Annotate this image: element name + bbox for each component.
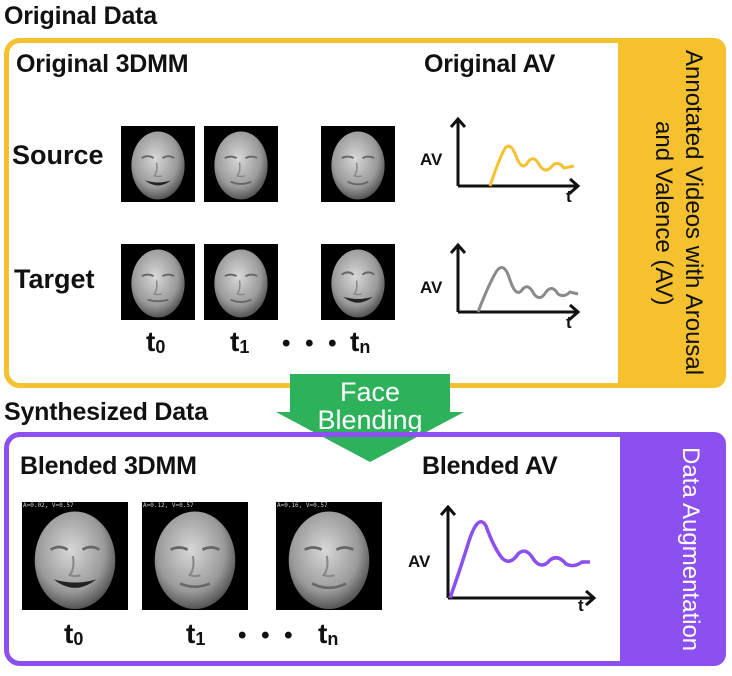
synthesized-side-label: Data Augmentation — [677, 446, 704, 652]
synth-ellipsis: • • • — [238, 622, 297, 649]
face-render-icon — [331, 249, 385, 318]
arrow-down-icon — [276, 374, 464, 462]
face-render-icon — [131, 131, 185, 200]
face-render-icon — [154, 511, 236, 609]
face-blending-arrow — [276, 374, 464, 462]
source-face-t0 — [121, 126, 195, 202]
blended-face-tn-overlay: A=0.16, V=0.57 — [277, 502, 328, 509]
face-blending-line1: Face — [339, 377, 401, 407]
synth-tick-t1: t1 — [186, 618, 206, 649]
source-av-ylabel: AV — [420, 150, 443, 169]
source-face-tn — [321, 126, 395, 202]
blended-face-t1: A=0.12, V=0.57 — [142, 502, 248, 610]
synth-tick-tn: tn — [318, 618, 339, 649]
source-av-plot — [449, 116, 581, 195]
source-av-xlabel: t — [566, 187, 572, 206]
blended-av-curve — [448, 520, 590, 599]
target-av-curve — [476, 266, 579, 313]
y-axis — [449, 242, 467, 312]
blended-av-plot — [439, 504, 597, 607]
face-render-icon — [34, 511, 116, 609]
original-side-label: Annotated Videos with Arousal and Valenc… — [650, 50, 707, 376]
original-data-title: Original Data — [4, 2, 157, 30]
blended-3dmm-header: Blended 3DMM — [20, 452, 197, 480]
target-face-tn — [321, 244, 395, 320]
face-blending-line2: Blending — [317, 405, 423, 435]
original-side-panel: Annotated Videos with Arousal and Valenc… — [618, 38, 726, 388]
x-axis — [458, 303, 581, 321]
blended-av-header: Blended AV — [422, 452, 558, 480]
y-axis — [449, 116, 467, 186]
face-render-icon — [214, 131, 268, 200]
blended-face-t1-overlay: A=0.12, V=0.57 — [143, 502, 194, 509]
original-tick-t1: t1 — [230, 326, 250, 357]
face-render-icon — [331, 131, 385, 200]
target-row-label: Target — [14, 264, 95, 294]
blended-face-tn: A=0.16, V=0.57 — [276, 502, 382, 610]
target-av-plot — [449, 242, 581, 321]
target-av-xlabel: t — [566, 313, 572, 332]
blended-face-t0: A=0.02, V=0.57 — [22, 502, 128, 610]
target-face-t1 — [204, 244, 278, 320]
face-blending-label: Face Blending — [272, 378, 468, 434]
synth-tick-t0: t0 — [64, 618, 84, 649]
original-av-header: Original AV — [424, 50, 556, 78]
x-axis — [458, 177, 581, 195]
target-av-ylabel: AV — [420, 278, 443, 297]
face-render-icon — [288, 511, 370, 609]
face-render-icon — [214, 249, 268, 318]
original-3dmm-header: Original 3DMM — [16, 50, 189, 78]
original-tick-t0: t0 — [146, 326, 166, 357]
source-face-t1 — [204, 126, 278, 202]
synthesized-side-panel: Data Augmentation — [620, 432, 726, 666]
y-axis — [439, 504, 457, 598]
source-av-curve — [488, 144, 575, 187]
target-face-t0 — [121, 244, 195, 320]
blended-face-t0-overlay: A=0.02, V=0.57 — [23, 502, 74, 509]
x-axis — [448, 589, 597, 607]
synthesized-data-title: Synthesized Data — [4, 398, 208, 426]
source-row-label: Source — [12, 140, 104, 170]
face-render-icon — [131, 249, 185, 318]
blended-av-ylabel: AV — [408, 552, 431, 571]
original-tick-tn: tn — [350, 326, 371, 357]
blended-av-xlabel: t — [578, 596, 584, 615]
original-ellipsis: • • • — [282, 330, 341, 357]
